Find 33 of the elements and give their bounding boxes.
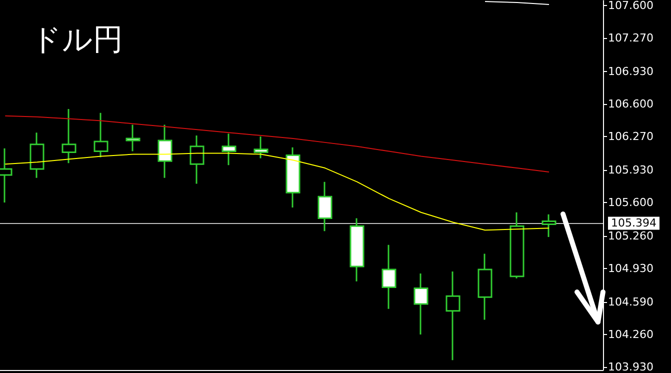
- candlestick: [62, 108, 76, 164]
- candlestick: [158, 124, 172, 179]
- candlestick: [318, 181, 332, 232]
- candlestick: [350, 218, 364, 282]
- candlestick: [478, 253, 492, 321]
- y-tick-label: 103.930: [608, 360, 654, 373]
- y-tick-label: 104.590: [608, 296, 654, 309]
- candlestick: [190, 134, 204, 185]
- candlestick: [254, 136, 268, 159]
- text: ドル円: [31, 22, 123, 58]
- candlestick: [510, 212, 524, 280]
- candlestick: [382, 244, 396, 310]
- line-series: [4, 115, 550, 172]
- candlestick: [414, 272, 428, 336]
- y-tick-label: 106.600: [608, 98, 654, 111]
- candlestick: [30, 132, 44, 179]
- y-tick-label: 105.930: [608, 164, 654, 177]
- y-tick-label: 104.260: [608, 328, 654, 342]
- candlestick: [126, 124, 140, 152]
- candlestick: [446, 270, 460, 361]
- y-tick-label: 104.930: [608, 262, 654, 276]
- candlestick: [286, 146, 300, 208]
- candlestick: [222, 132, 236, 166]
- y-tick-label: 106.930: [608, 65, 654, 78]
- candlestick: [94, 112, 108, 158]
- line-series: [4, 152, 550, 231]
- y-tick-label: 107.600: [608, 0, 654, 12]
- y-tick-label: 105.600: [608, 196, 654, 210]
- y-tick-label: 107.270: [608, 32, 654, 45]
- ref-line-label: 105.394: [611, 216, 656, 230]
- y-tick-label: 106.270: [608, 130, 654, 144]
- y-tick-label: 105.260: [608, 230, 654, 243]
- candlestick: [542, 214, 556, 238]
